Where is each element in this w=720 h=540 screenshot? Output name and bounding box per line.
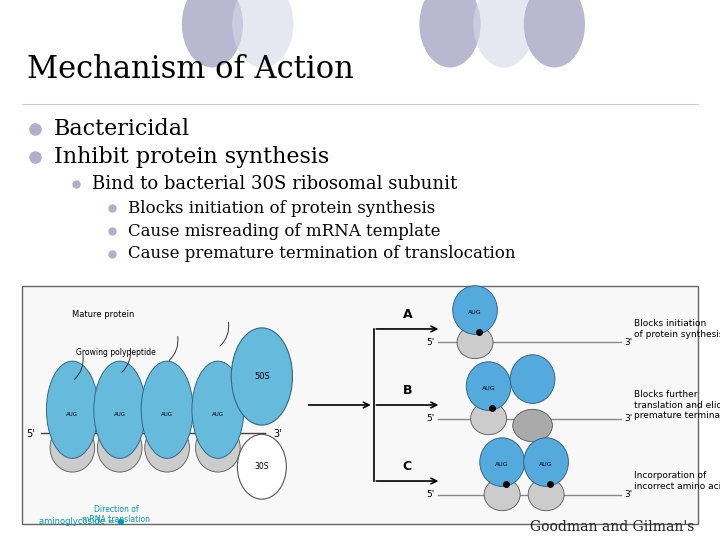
Text: 5': 5' <box>426 414 434 423</box>
Ellipse shape <box>145 423 189 472</box>
Text: A: A <box>402 308 412 321</box>
Ellipse shape <box>473 0 534 68</box>
Text: AUG: AUG <box>114 412 126 417</box>
Text: Cause misreading of mRNA template: Cause misreading of mRNA template <box>128 222 441 240</box>
Ellipse shape <box>46 361 98 458</box>
Text: AUG: AUG <box>495 462 509 467</box>
Ellipse shape <box>528 478 564 511</box>
Text: Mechanism of Action: Mechanism of Action <box>27 54 354 85</box>
Text: B: B <box>402 384 412 397</box>
Text: Blocks initiation
of protein synthesis: Blocks initiation of protein synthesis <box>634 319 720 339</box>
Ellipse shape <box>141 361 193 458</box>
Text: Direction of
mRNA translation: Direction of mRNA translation <box>82 505 150 524</box>
Text: aminoglycoside = ●: aminoglycoside = ● <box>39 517 124 525</box>
Text: Goodman and Gilman's: Goodman and Gilman's <box>531 519 695 534</box>
Text: 3': 3' <box>624 414 632 423</box>
Ellipse shape <box>50 423 95 472</box>
Text: 5': 5' <box>426 338 434 347</box>
Text: 3': 3' <box>274 429 282 438</box>
Ellipse shape <box>192 361 244 458</box>
Ellipse shape <box>523 438 569 487</box>
Text: 5': 5' <box>27 429 35 438</box>
Text: Growing polypeptide: Growing polypeptide <box>76 348 156 357</box>
Text: 3': 3' <box>624 338 632 347</box>
Ellipse shape <box>94 361 145 458</box>
Ellipse shape <box>232 0 294 68</box>
Text: 5': 5' <box>426 490 434 499</box>
Ellipse shape <box>453 286 498 334</box>
Text: Cause premature termination of translocation: Cause premature termination of transloca… <box>128 245 516 262</box>
Ellipse shape <box>467 362 511 410</box>
Text: Inhibit protein synthesis: Inhibit protein synthesis <box>54 146 329 167</box>
Ellipse shape <box>513 409 552 442</box>
Text: AUG: AUG <box>539 462 553 467</box>
Ellipse shape <box>419 0 481 68</box>
Text: Blocks further
translation and elicits
premature termination: Blocks further translation and elicits p… <box>634 390 720 420</box>
Text: Bactericidal: Bactericidal <box>54 118 190 139</box>
Ellipse shape <box>484 478 520 511</box>
Ellipse shape <box>523 0 585 68</box>
Ellipse shape <box>471 402 507 435</box>
Text: Blocks initiation of protein synthesis: Blocks initiation of protein synthesis <box>128 200 436 217</box>
Ellipse shape <box>457 326 493 359</box>
Text: AUG: AUG <box>468 310 482 315</box>
Text: 50S: 50S <box>254 372 270 381</box>
Text: AUG: AUG <box>161 412 173 417</box>
Text: 3': 3' <box>624 490 632 499</box>
Text: AUG: AUG <box>482 386 495 391</box>
Ellipse shape <box>181 0 243 68</box>
Ellipse shape <box>510 355 555 403</box>
Text: AUG: AUG <box>66 412 78 417</box>
FancyBboxPatch shape <box>22 286 698 524</box>
Text: Bind to bacterial 30S ribosomal subunit: Bind to bacterial 30S ribosomal subunit <box>92 174 457 193</box>
Text: 30S: 30S <box>255 462 269 471</box>
Text: Mature protein: Mature protein <box>71 310 134 319</box>
Text: AUG: AUG <box>212 412 224 417</box>
Ellipse shape <box>480 438 524 487</box>
Ellipse shape <box>238 434 287 499</box>
Ellipse shape <box>231 328 292 425</box>
Ellipse shape <box>196 423 240 472</box>
Ellipse shape <box>97 423 142 472</box>
Text: Incorporation of
incorrect amino acid: Incorporation of incorrect amino acid <box>634 471 720 491</box>
Text: C: C <box>402 460 412 473</box>
